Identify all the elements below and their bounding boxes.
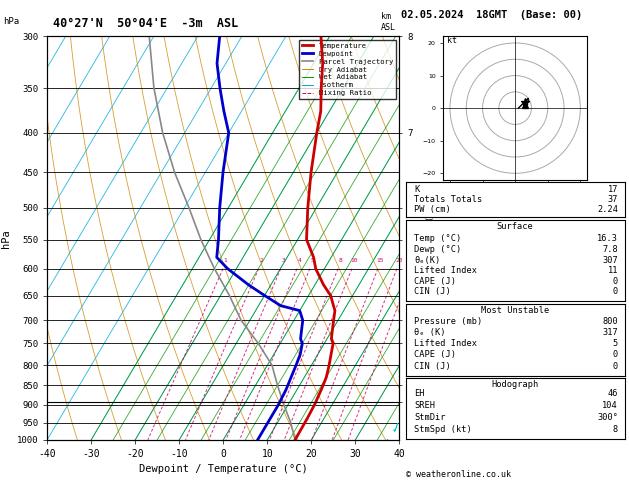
Text: hPa: hPa — [3, 17, 19, 26]
Text: kt: kt — [447, 36, 457, 45]
Text: Lifted Index: Lifted Index — [415, 339, 477, 348]
Text: km
ASL: km ASL — [381, 12, 396, 32]
Text: 800: 800 — [603, 317, 618, 326]
Text: 17: 17 — [608, 185, 618, 194]
Text: Dewp (°C): Dewp (°C) — [415, 245, 462, 254]
Text: θₑ (K): θₑ (K) — [415, 328, 446, 337]
Text: 1: 1 — [224, 258, 227, 263]
Text: 3: 3 — [281, 258, 285, 263]
Text: Pressure (mb): Pressure (mb) — [415, 317, 482, 326]
Text: Temp (°C): Temp (°C) — [415, 234, 462, 243]
Text: CAPE (J): CAPE (J) — [415, 277, 457, 286]
Text: StmDir: StmDir — [415, 413, 446, 422]
Text: CIN (J): CIN (J) — [415, 287, 451, 296]
Text: 20: 20 — [396, 258, 403, 263]
Text: 15: 15 — [376, 258, 384, 263]
Text: 0: 0 — [613, 287, 618, 296]
Text: 2: 2 — [259, 258, 263, 263]
Text: PW (cm): PW (cm) — [415, 206, 451, 214]
Text: 300°: 300° — [597, 413, 618, 422]
Text: 02.05.2024  18GMT  (Base: 00): 02.05.2024 18GMT (Base: 00) — [401, 10, 582, 20]
Legend: Temperature, Dewpoint, Parcel Trajectory, Dry Adiabat, Wet Adiabat, Isotherm, Mi: Temperature, Dewpoint, Parcel Trajectory… — [299, 40, 396, 99]
Text: 5: 5 — [613, 339, 618, 348]
Text: Most Unstable: Most Unstable — [481, 306, 549, 315]
Text: 104: 104 — [603, 401, 618, 410]
Text: 0: 0 — [613, 350, 618, 359]
Text: CIN (J): CIN (J) — [415, 362, 451, 371]
Text: Surface: Surface — [497, 222, 533, 231]
Text: 317: 317 — [603, 328, 618, 337]
Text: θₑ(K): θₑ(K) — [415, 256, 441, 264]
Text: 11: 11 — [608, 266, 618, 275]
Text: Hodograph: Hodograph — [491, 380, 539, 389]
Text: 0: 0 — [613, 277, 618, 286]
Text: 4: 4 — [298, 258, 301, 263]
X-axis label: Dewpoint / Temperature (°C): Dewpoint / Temperature (°C) — [139, 465, 308, 474]
Text: 10: 10 — [350, 258, 358, 263]
Text: 37: 37 — [608, 195, 618, 204]
Text: 307: 307 — [603, 256, 618, 264]
Text: 25: 25 — [410, 258, 418, 263]
Text: StmSpd (kt): StmSpd (kt) — [415, 425, 472, 434]
Text: 2.24: 2.24 — [597, 206, 618, 214]
Text: 0: 0 — [613, 362, 618, 371]
Text: SREH: SREH — [415, 401, 435, 410]
Text: 7.8: 7.8 — [603, 245, 618, 254]
Text: 5: 5 — [310, 258, 314, 263]
Y-axis label: hPa: hPa — [1, 229, 11, 247]
Text: 16.3: 16.3 — [597, 234, 618, 243]
Text: CAPE (J): CAPE (J) — [415, 350, 457, 359]
Text: Lifted Index: Lifted Index — [415, 266, 477, 275]
Text: 40°27'N  50°04'E  -3m  ASL: 40°27'N 50°04'E -3m ASL — [53, 17, 239, 30]
Text: EH: EH — [415, 389, 425, 398]
Text: 8: 8 — [338, 258, 342, 263]
Text: 8: 8 — [613, 425, 618, 434]
Text: K: K — [415, 185, 420, 194]
Text: Totals Totals: Totals Totals — [415, 195, 482, 204]
Y-axis label: Mixing Ratio (g/kg): Mixing Ratio (g/kg) — [426, 191, 435, 286]
Text: © weatheronline.co.uk: © weatheronline.co.uk — [406, 470, 511, 479]
Text: 46: 46 — [608, 389, 618, 398]
